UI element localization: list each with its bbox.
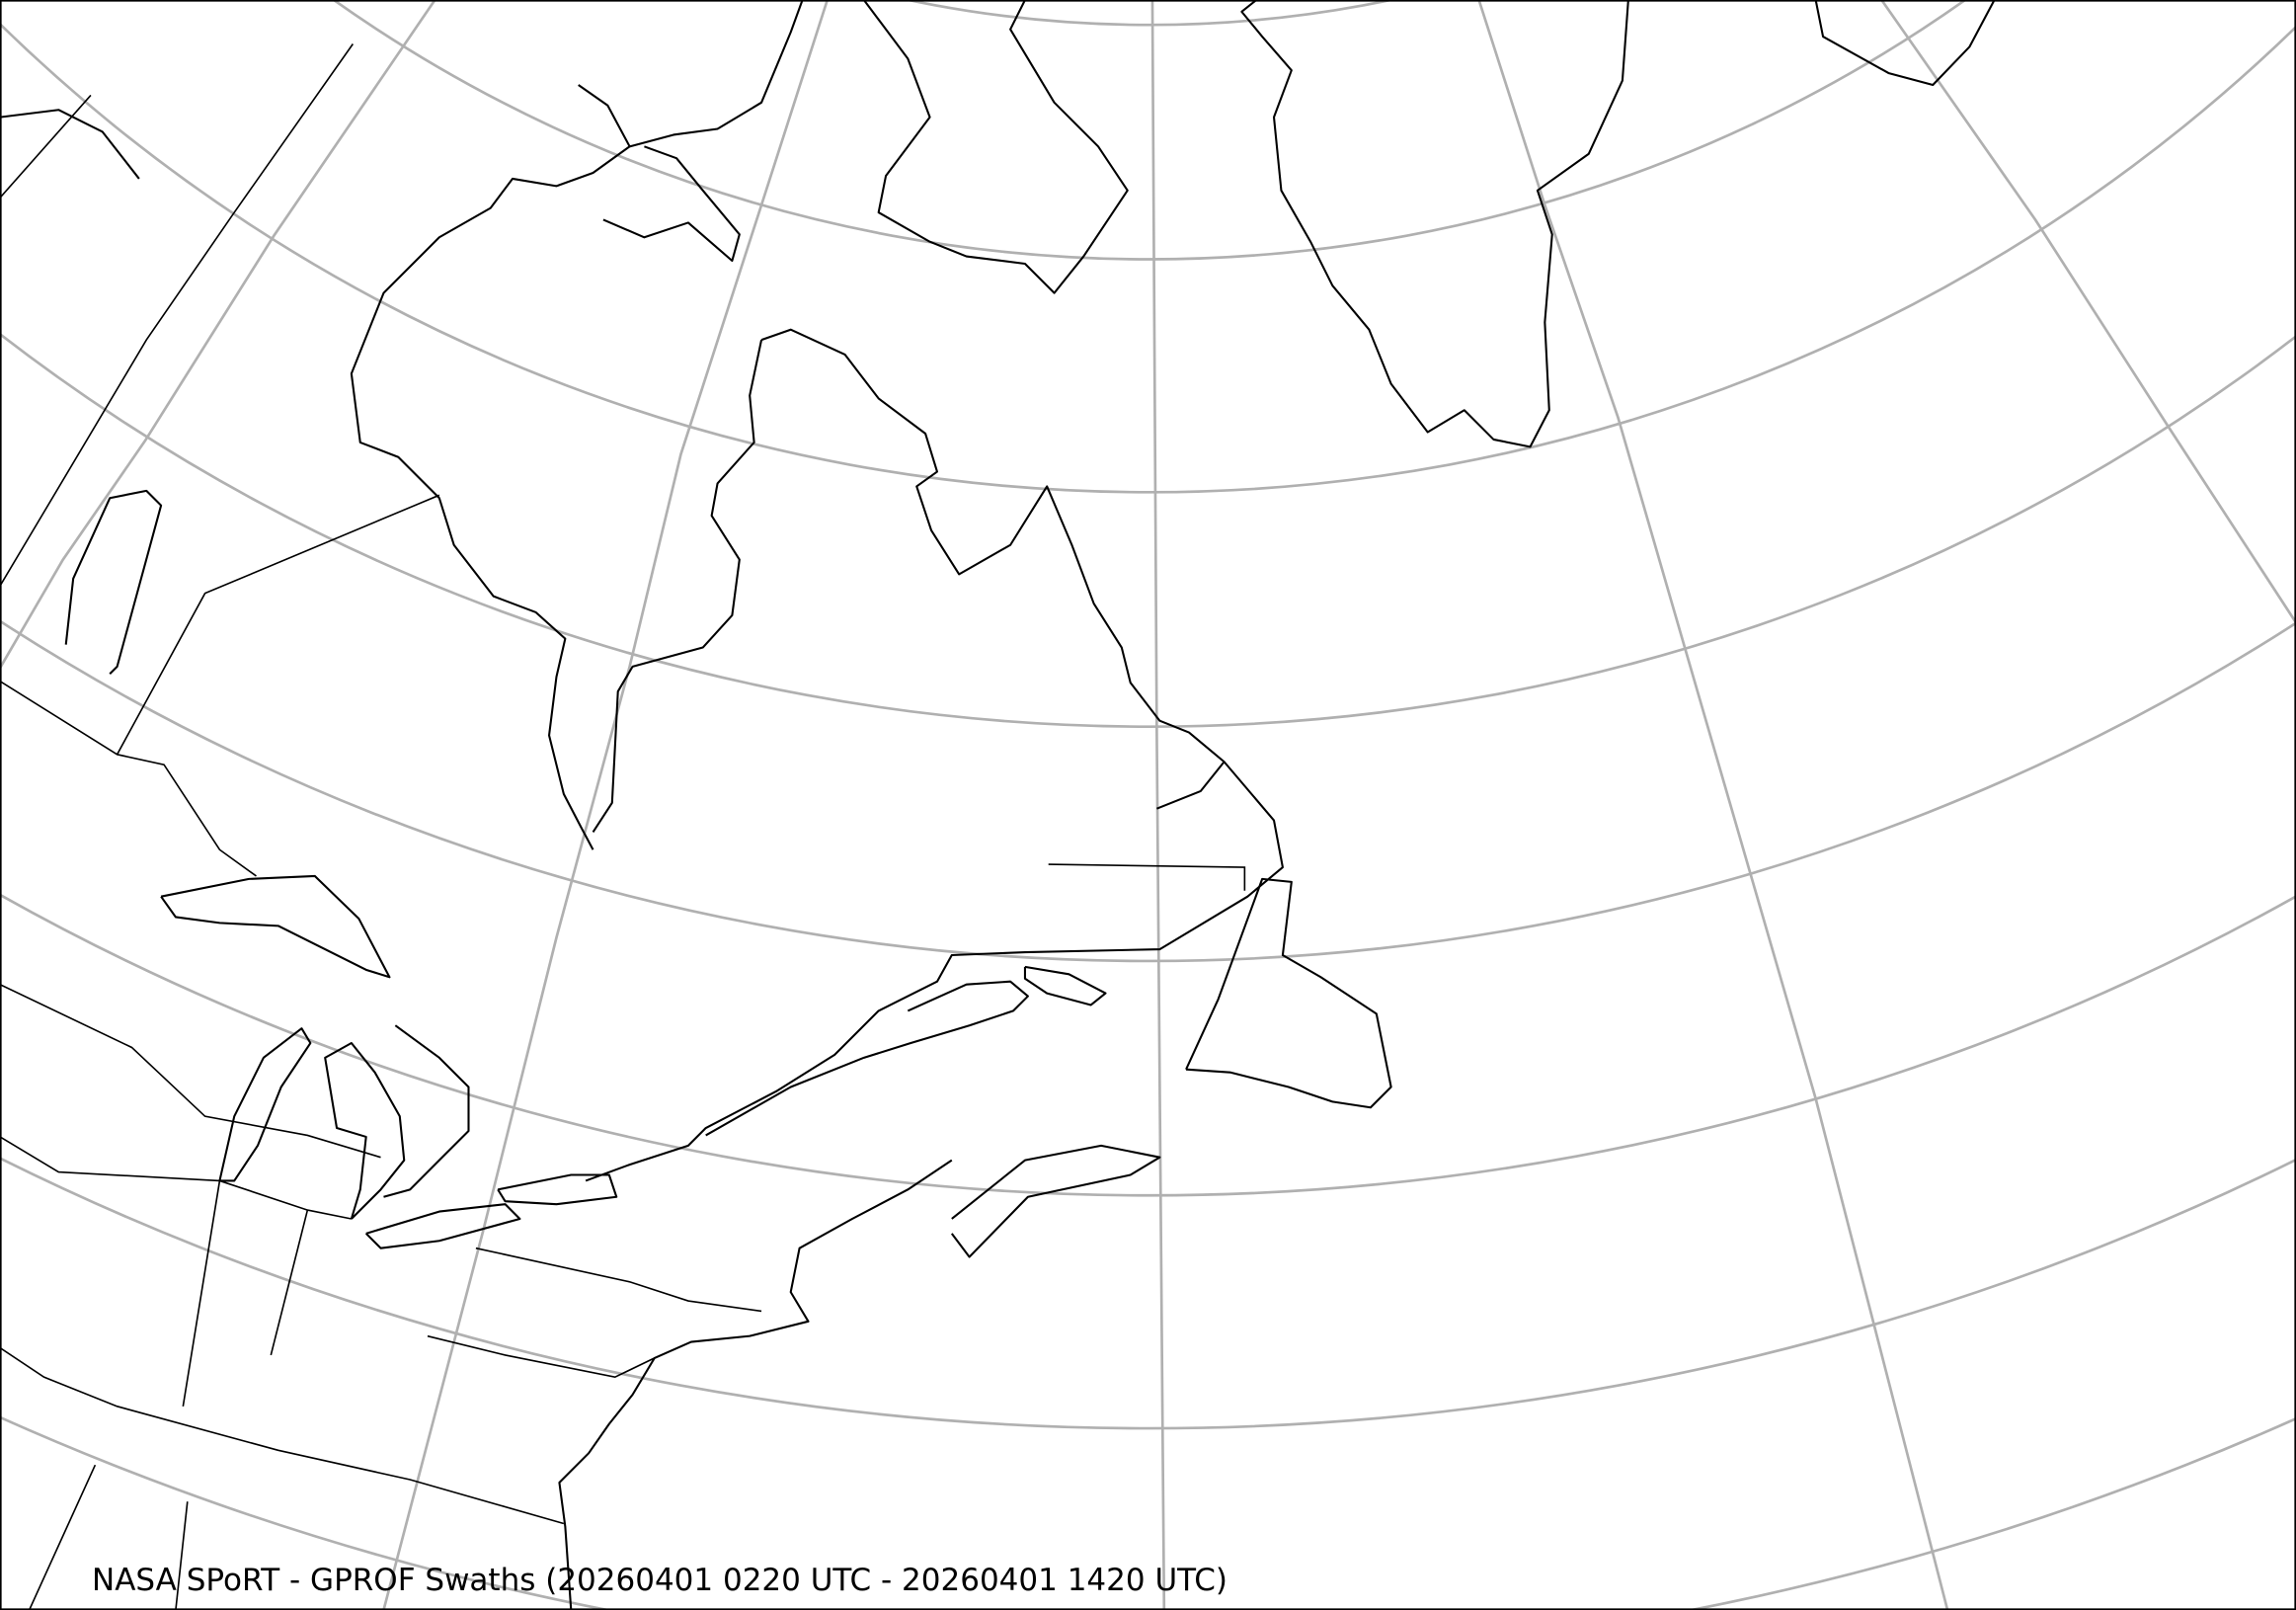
state-border [270,1209,309,1356]
canada-us-border [0,680,257,877]
manitoba-ontario-border [116,494,440,756]
lake-ontario [497,1173,618,1206]
labrador-east-coast [585,761,1284,1182]
political-borders [0,43,1246,1610]
hudson-bay-east-coast [592,339,763,834]
us-east-coast [558,1159,953,1610]
anticosti-island [1023,965,1107,1006]
lake-michigan [218,1027,312,1182]
map-title: NASA SPoRT - GPROF Swaths (20260401 0220… [92,1563,1227,1598]
greenland-east-coast [1814,0,1996,87]
state-border [427,1334,656,1379]
lake-erie [364,1203,521,1249]
lake-superior [160,874,391,979]
parallel-line [0,21,2296,494]
greenland-coast [1240,0,1629,448]
state-border [0,983,381,1159]
coastlines [0,0,1996,1610]
nova-scotia-coast [950,1144,1161,1258]
meridian-line [382,0,830,1610]
state-border [28,1464,97,1610]
quebec-labrador-north-coast [760,328,1226,810]
state-border [175,1501,189,1610]
meridian-line [0,0,436,669]
baffin-island-coast [578,0,804,148]
baffin-south-coast [602,145,741,263]
hudson-bay-west-coast [350,145,631,850]
southampton-island [64,489,163,675]
parallel-line [0,1156,2296,1429]
arctic-islands [0,109,140,180]
territorial-border [0,43,355,587]
state-border [0,1346,565,1525]
meridian-line [1477,0,1949,1610]
quebec-labrador-border [1048,863,1246,891]
parallel-line [331,0,1968,261]
territorial-border [0,94,92,199]
meridian-line [1880,0,2296,624]
state-border [182,1180,221,1407]
michigan-lower-peninsula [324,1041,406,1220]
state-border [475,1247,762,1313]
parallel-line [0,618,2296,962]
lake-huron [383,1024,470,1198]
parallel-line [0,332,2296,728]
baffin-east-coast [863,0,1129,294]
parallel-line [0,893,2296,1196]
gulf-st-lawrence-south-shore [705,980,1029,1137]
state-border [0,1136,353,1220]
parallel-line [903,0,1396,27]
meridian-line [1150,0,1166,1610]
newfoundland-coast [1185,877,1392,1109]
